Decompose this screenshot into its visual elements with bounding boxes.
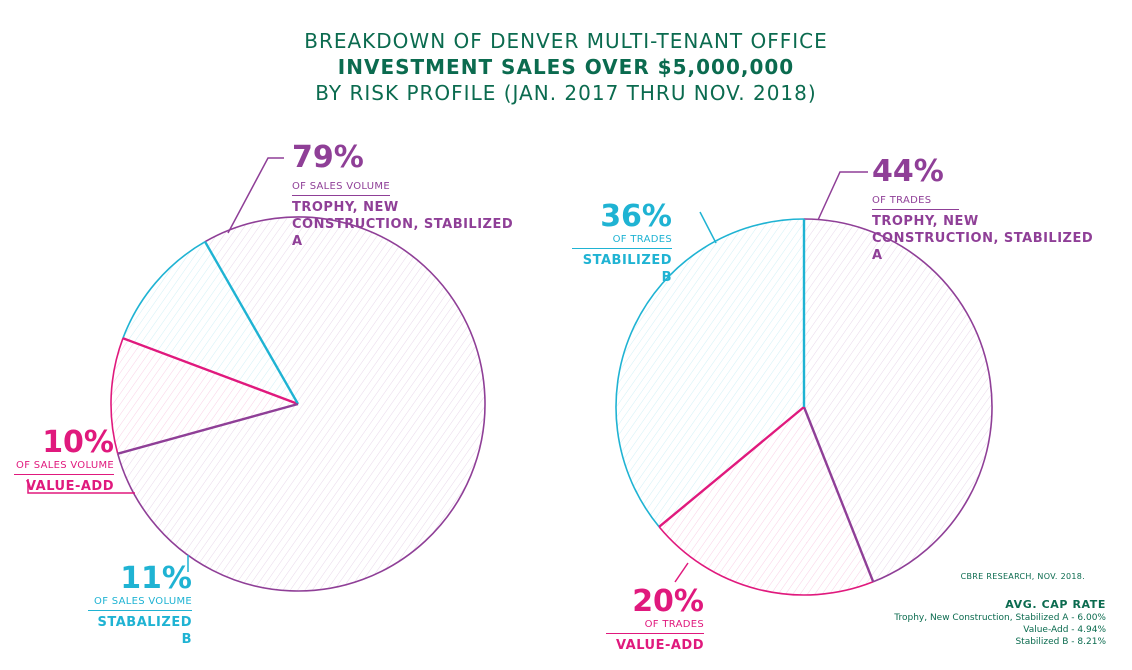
pie-slice-divider	[658, 406, 805, 528]
pie-slice-divider	[117, 402, 299, 455]
pie-slice-outline	[615, 218, 805, 528]
pie-slice-trophy-new-construction-stabilized-a	[117, 217, 486, 591]
label-trades-stabb-pct: 36%	[600, 199, 672, 234]
cap-rate-row: Trophy, New Construction, Stabilized A -…	[894, 613, 1106, 623]
leader-line-10	[27, 479, 135, 494]
chart-title-line-2: INVESTMENT SALES OVER $5,000,000	[337, 55, 795, 79]
label-sales-valueadd: 10% OF SALES VOLUME VALUE-ADD	[14, 427, 114, 495]
label-trades-valueadd-pct: 20%	[632, 584, 704, 619]
pie-slice-divider	[122, 337, 299, 406]
label-sales-trophy-measure: OF SALES VOLUME	[292, 180, 390, 196]
pie-slice-stabalized-b	[122, 241, 298, 404]
leader-line-36	[699, 211, 717, 244]
pie-slice-outline	[116, 216, 486, 592]
label-sales-trophy-pct: 79%	[292, 140, 364, 175]
chart-title-line-1: BREAKDOWN OF DENVER MULTI-TENANT OFFICE	[304, 29, 828, 53]
pie-slice-stabilized-b	[616, 219, 804, 527]
label-trades-stabb-category: STABILIZED B	[582, 253, 672, 285]
chart-title-line-3: BY RISK PROFILE (JAN. 2017 THRU NOV. 201…	[315, 81, 817, 105]
pie-slice-trophy-new-construction-stabilized-a	[804, 219, 992, 582]
leader-line-20	[674, 562, 689, 583]
label-sales-valueadd-category: VALUE-ADD	[25, 479, 114, 494]
pie-slice-outline	[122, 241, 206, 339]
leader-line-44	[817, 171, 868, 221]
label-trades-valueadd-measure: OF TRADES	[606, 618, 704, 634]
label-trades-trophy: 44% OF TRADES TROPHY, NEW CONSTRUCTION, …	[872, 156, 1104, 264]
cap-rate-box: AVG. CAP RATE Trophy, New Construction, …	[894, 598, 1106, 648]
cap-rate-row: Value-Add - 4.94%	[1023, 625, 1106, 635]
pie-slice-outline	[110, 337, 124, 454]
pie-slice-value-add	[111, 338, 298, 454]
label-sales-trophy: 79% OF SALES VOLUME TROPHY, NEW CONSTRUC…	[292, 142, 522, 250]
trades-pie	[615, 218, 993, 596]
label-sales-trophy-category: TROPHY, NEW CONSTRUCTION, STABILIZED A	[292, 200, 514, 249]
cap-rate-row: Stabilized B - 8.21%	[1015, 637, 1106, 647]
pie-slice-value-add	[659, 407, 874, 595]
label-sales-stabb-category: STABALIZED B	[97, 615, 192, 647]
label-trades-valueadd: 20% OF TRADES VALUE-ADD	[606, 586, 704, 654]
label-sales-stabb-pct: 11%	[120, 561, 192, 596]
label-trades-stabb: 36% OF TRADES STABILIZED B	[572, 201, 672, 286]
pie-slice-divider	[204, 241, 300, 405]
label-sales-stabb: 11% OF SALES VOLUME STABALIZED B	[88, 563, 192, 648]
label-trades-valueadd-category: VALUE-ADD	[615, 638, 704, 653]
label-sales-valueadd-measure: OF SALES VOLUME	[14, 459, 114, 475]
label-trades-trophy-measure: OF TRADES	[872, 194, 960, 210]
pie-slice-outline	[803, 218, 993, 583]
label-sales-stabb-measure: OF SALES VOLUME	[88, 595, 192, 611]
label-trades-trophy-category: TROPHY, NEW CONSTRUCTION, STABILIZED A	[872, 214, 1094, 263]
cap-rate-title: AVG. CAP RATE	[1005, 598, 1106, 611]
leader-line-79	[227, 157, 284, 234]
pie-slice-outline	[658, 526, 874, 596]
label-trades-stabb-measure: OF TRADES	[572, 233, 672, 249]
label-trades-trophy-pct: 44%	[872, 154, 944, 189]
label-sales-valueadd-pct: 10%	[42, 425, 114, 460]
source-note: CBRE RESEARCH, NOV. 2018.	[960, 572, 1085, 581]
pie-slice-divider	[802, 406, 875, 583]
sales-volume-pie	[110, 216, 486, 592]
